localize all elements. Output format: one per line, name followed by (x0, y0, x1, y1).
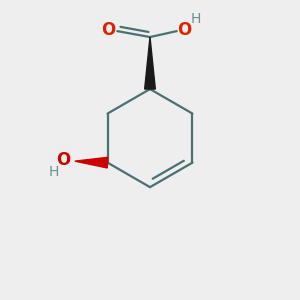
Text: O: O (177, 21, 191, 39)
Text: H: H (191, 12, 201, 26)
Text: O: O (101, 21, 116, 39)
Polygon shape (145, 37, 155, 89)
Polygon shape (75, 157, 108, 168)
Text: H: H (48, 164, 59, 178)
Text: O: O (56, 151, 71, 169)
